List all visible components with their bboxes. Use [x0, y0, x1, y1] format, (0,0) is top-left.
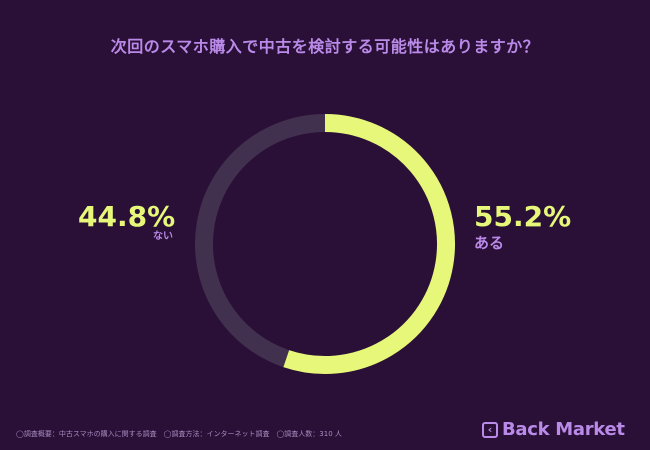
- chart-title: 次回のスマホ購入で中古を検討する可能性はありますか？: [110, 37, 540, 56]
- brand-name: Back Market: [502, 419, 625, 440]
- brand-logo: ‹ Back Market: [482, 419, 625, 440]
- back-market-logo-icon: ‹: [482, 421, 498, 438]
- donut-slice-0: [283, 114, 455, 374]
- slice-value-aru: 55.2%: [474, 200, 572, 233]
- slice-value-nai: 44.8%: [78, 200, 176, 233]
- slice-label-nai: ない: [153, 231, 173, 242]
- survey-footnote: ◯調査概要：中古スマホの購入に関する調査 ◯調査方法：インターネット調査 ◯調査…: [16, 430, 342, 438]
- donut-slice-1: [195, 114, 326, 368]
- slice-label-aru: ある: [474, 234, 505, 252]
